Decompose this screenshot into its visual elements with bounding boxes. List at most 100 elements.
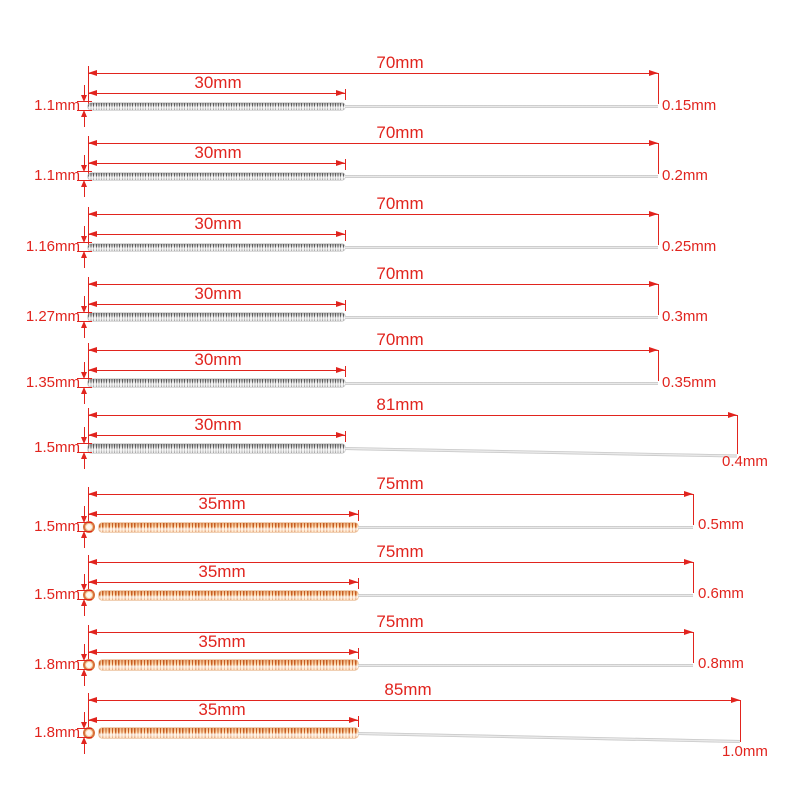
- needle-wire: [358, 593, 693, 597]
- total-dimension-line: [88, 140, 658, 146]
- total-length-label: 75mm: [376, 474, 424, 493]
- coil-length-label: 30mm: [194, 214, 242, 233]
- thickness-tick-top: [77, 522, 92, 523]
- tip-size-label: 0.2mm: [662, 167, 708, 184]
- needle-coil: [99, 522, 358, 532]
- thickness-stem-bottom: [84, 675, 85, 686]
- coil-end-tick: [345, 159, 346, 170]
- total-dimension-line: [88, 281, 658, 287]
- left-extension-line: [88, 136, 89, 174]
- thickness-arrow-up-icon: [81, 180, 87, 187]
- total-dimension-line: [88, 629, 693, 635]
- thickness-stem-bottom: [84, 393, 85, 404]
- thickness-arrow-up-icon: [81, 110, 87, 117]
- tip-size-label: 0.5mm: [698, 516, 744, 533]
- total-dimension-line: [88, 412, 737, 418]
- total-length-label: 75mm: [376, 542, 424, 561]
- thickness-arrow-down-icon: [81, 584, 87, 591]
- needle-wire: [358, 663, 693, 667]
- thickness-tick-bottom: [77, 737, 92, 738]
- total-length-label: 70mm: [376, 264, 424, 283]
- coil-length-label: 30mm: [194, 350, 242, 369]
- thickness-tick-top: [77, 443, 92, 444]
- thickness-tick-bottom: [77, 110, 92, 111]
- left-extension-line: [88, 487, 89, 525]
- right-extension-line: [658, 143, 659, 174]
- needle-coil: [99, 660, 358, 670]
- thickness-arrow-up-icon: [81, 321, 87, 328]
- thickness-tick-bottom: [77, 531, 92, 532]
- coil-dimension-line: [88, 579, 358, 585]
- thickness-label: 1.5mm: [34, 586, 80, 603]
- right-extension-line: [693, 562, 694, 593]
- coil-length-label: 35mm: [198, 700, 246, 719]
- total-length-label: 70mm: [376, 53, 424, 72]
- thickness-tick-top: [77, 242, 92, 243]
- coil-end-tick: [358, 716, 359, 727]
- thickness-label: 1.8mm: [34, 724, 80, 741]
- right-extension-line: [658, 350, 659, 381]
- tip-size-label: 0.4mm: [722, 453, 768, 470]
- coil-length-label: 30mm: [194, 73, 242, 92]
- needle-wire: [357, 731, 740, 743]
- left-extension-line: [88, 343, 89, 381]
- tip-size-label: 0.35mm: [662, 374, 717, 391]
- thickness-stem-bottom: [84, 458, 85, 469]
- thickness-tick-bottom: [77, 251, 92, 252]
- total-dimension-line: [88, 491, 693, 497]
- thickness-label: 1.8mm: [34, 656, 80, 673]
- total-length-label: 70mm: [376, 330, 424, 349]
- left-extension-line: [88, 277, 89, 315]
- needle-wire: [345, 315, 658, 319]
- total-length-label: 70mm: [376, 194, 424, 213]
- left-extension-line: [88, 408, 89, 446]
- total-dimension-line: [88, 559, 693, 565]
- coil-dimension-line: [88, 649, 358, 655]
- thickness-stem-bottom: [84, 116, 85, 127]
- needle-coil: [88, 379, 345, 387]
- thickness-label: 1.1mm: [34, 97, 80, 114]
- left-extension-line: [88, 66, 89, 104]
- thickness-stem-bottom: [84, 327, 85, 338]
- thickness-tick-bottom: [77, 452, 92, 453]
- coil-dimension-line: [88, 717, 358, 723]
- thickness-label: 1.35mm: [25, 374, 80, 391]
- right-extension-line: [693, 632, 694, 663]
- tip-size-label: 0.6mm: [698, 585, 744, 602]
- thickness-tick-top: [77, 101, 92, 102]
- total-dimension-line: [88, 211, 658, 217]
- thickness-tick-bottom: [77, 180, 92, 181]
- coil-end-tick: [345, 230, 346, 241]
- needle-coil: [99, 728, 358, 738]
- thickness-label: 1.5mm: [34, 439, 80, 456]
- coil-dimension-line: [88, 301, 345, 307]
- thickness-arrow-up-icon: [81, 737, 87, 744]
- thickness-stem-top: [84, 427, 85, 438]
- coil-length-label: 35mm: [198, 562, 246, 581]
- thickness-stem-top: [84, 155, 85, 166]
- thickness-tick-top: [77, 590, 92, 591]
- coil-end-tick: [345, 300, 346, 311]
- thickness-arrow-down-icon: [81, 236, 87, 243]
- tip-size-label: 0.25mm: [662, 238, 717, 255]
- needle-coil: [88, 243, 345, 251]
- thickness-arrow-down-icon: [81, 165, 87, 172]
- tip-size-label: 0.15mm: [662, 97, 717, 114]
- thickness-arrow-down-icon: [81, 516, 87, 523]
- needle-coil: [99, 590, 358, 600]
- needle-wire: [358, 525, 693, 529]
- thickness-stem-top: [84, 226, 85, 237]
- thickness-tick-top: [77, 312, 92, 313]
- needle-coil: [88, 443, 345, 453]
- thickness-tick-bottom: [77, 321, 92, 322]
- thickness-arrow-up-icon: [81, 599, 87, 606]
- needle-wire: [345, 245, 658, 249]
- coil-length-label: 30mm: [194, 143, 242, 162]
- coil-dimension-line: [88, 231, 345, 237]
- needle-wire: [344, 446, 737, 458]
- right-extension-line: [740, 700, 741, 742]
- left-extension-line: [88, 207, 89, 245]
- thickness-arrow-down-icon: [81, 372, 87, 379]
- right-extension-line: [693, 494, 694, 525]
